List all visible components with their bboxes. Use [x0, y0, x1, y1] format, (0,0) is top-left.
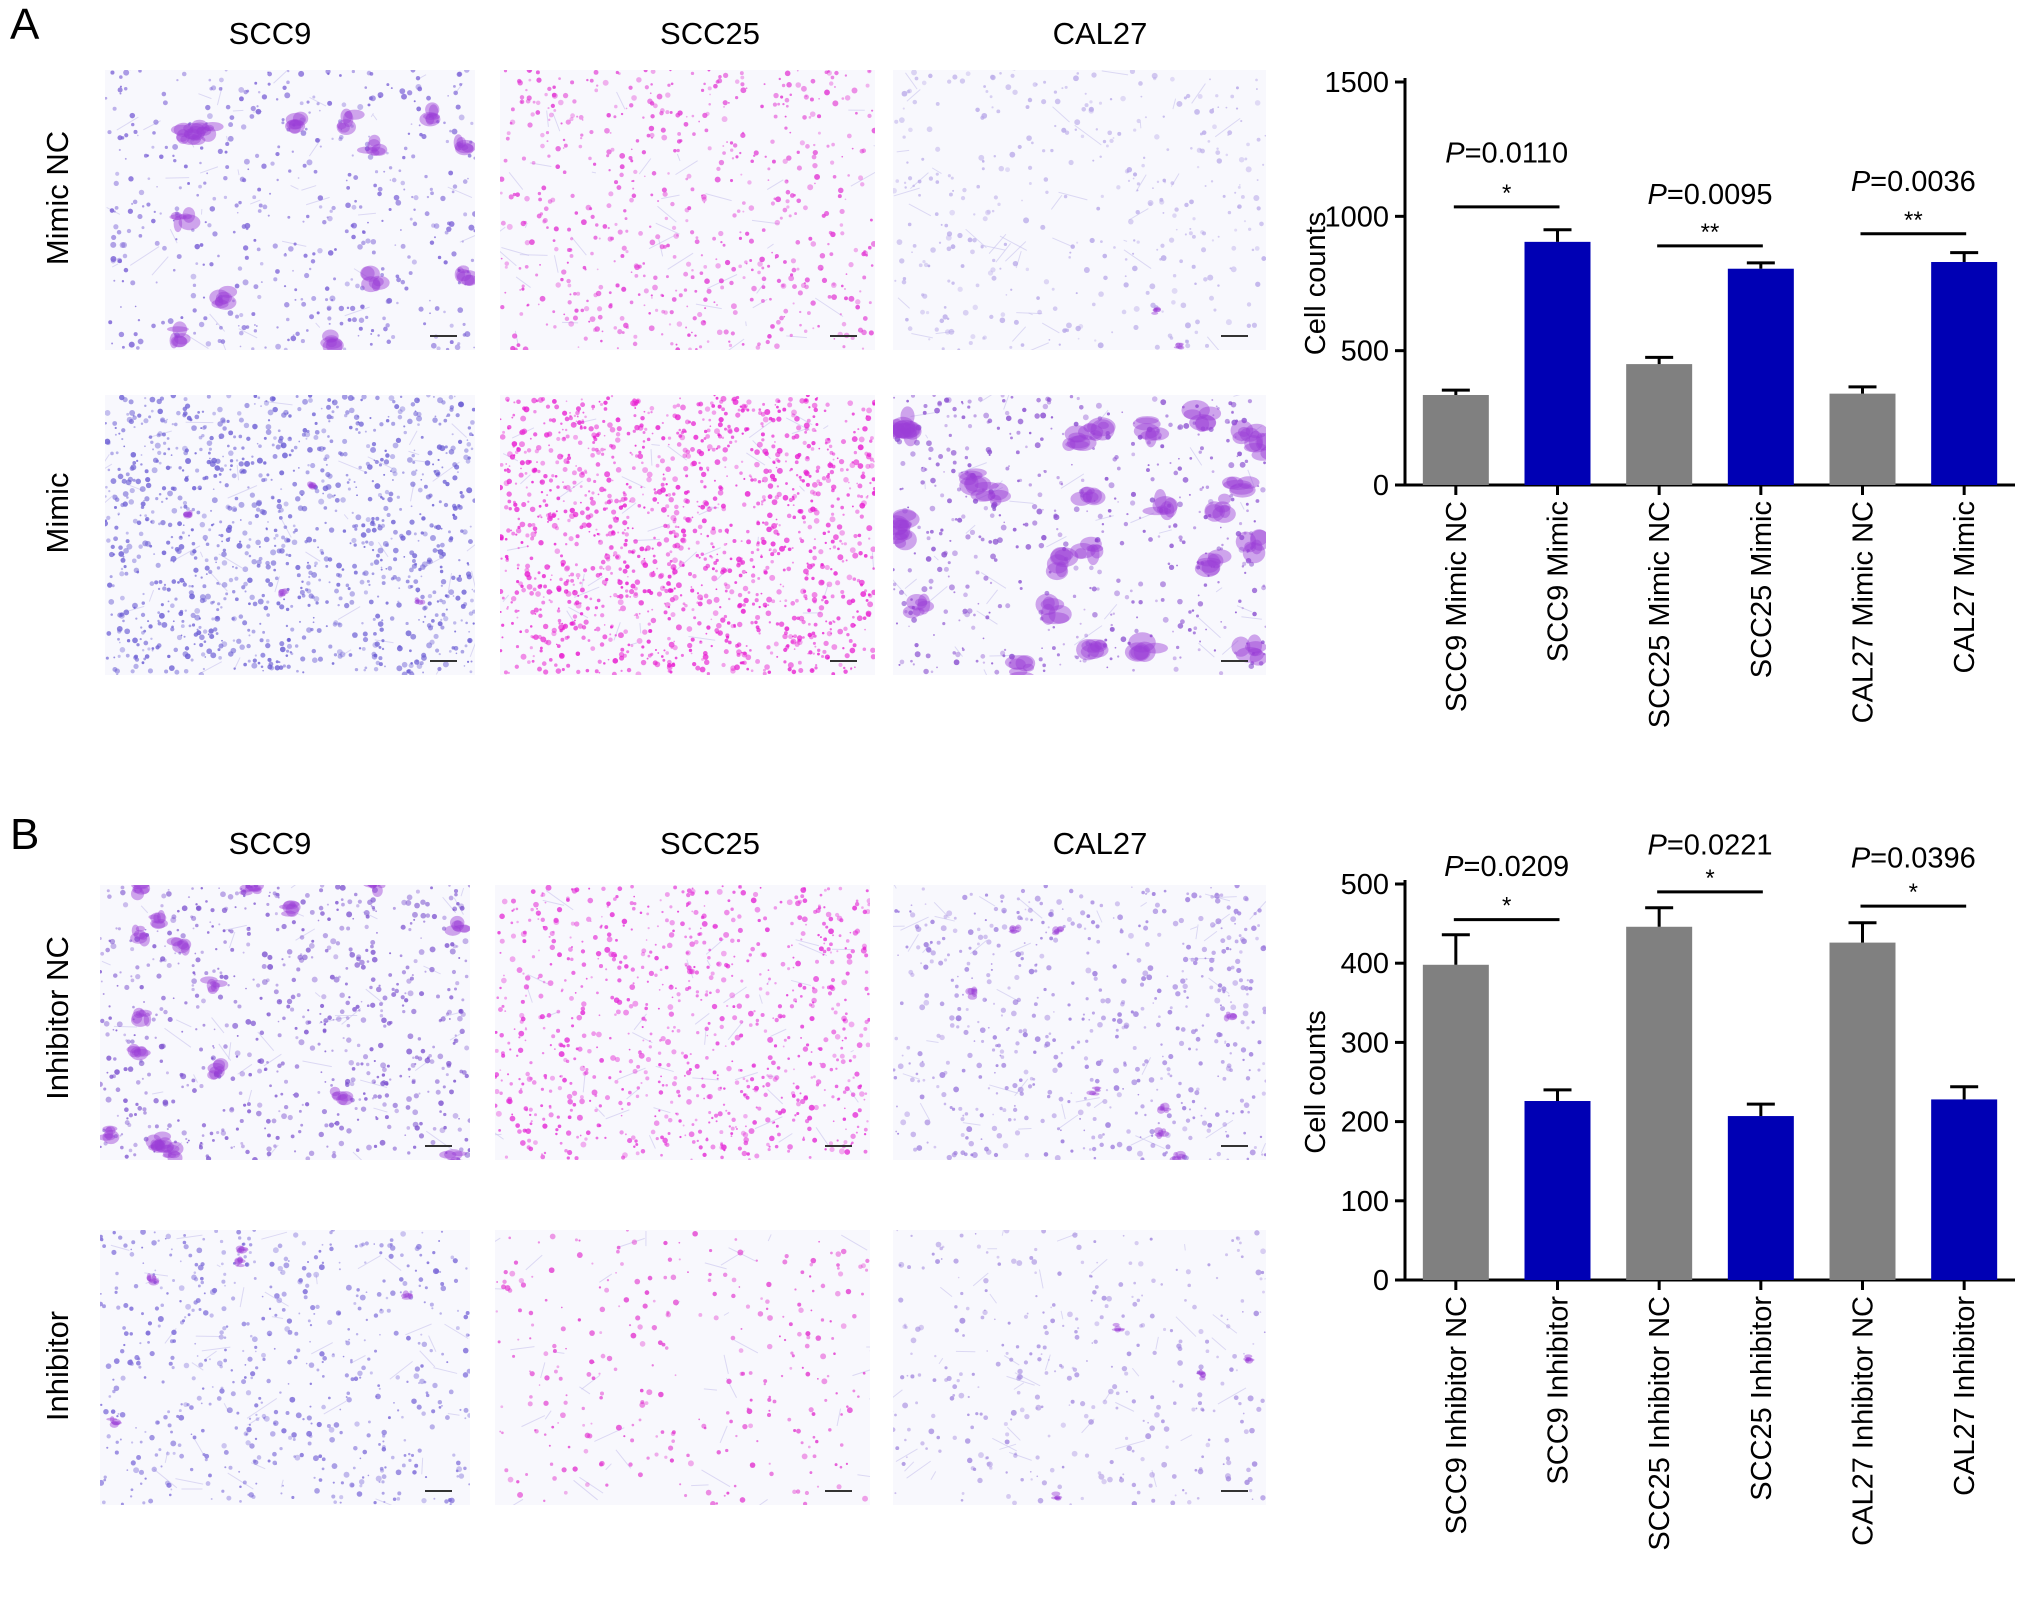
x-tick-label: SCC25 Mimic NC [1644, 501, 1676, 728]
micrograph-scc25-inhibitor-nc [495, 885, 870, 1160]
y-tick-label: 200 [1341, 1107, 1389, 1139]
micrograph-scc9-inhibitor [100, 1230, 470, 1505]
micrograph-cal27-mimic [893, 395, 1266, 675]
x-tick-label: SCC9 Inhibitor [1543, 1296, 1575, 1485]
significance-stars: ** [1701, 219, 1720, 246]
y-axis-label: Cell counts [1300, 1010, 1332, 1153]
micrograph-cal27-inhibitor-nc [893, 885, 1266, 1160]
micrograph-scc9-mimic [105, 395, 475, 675]
y-tick-label: 400 [1341, 948, 1389, 980]
bar [1524, 1101, 1591, 1280]
bar [1829, 393, 1896, 485]
y-tick-label: 300 [1341, 1027, 1389, 1059]
bar-chart-mimic: 0 500 1000 1500 Cell counts SCC9 Mimic NC SCC9… [1300, 67, 2015, 728]
panel-letter-b: B [10, 810, 40, 859]
panel-letter-a: A [10, 0, 40, 49]
column-label-scc25-a: SCC25 [660, 16, 760, 51]
column-label-scc9-a: SCC9 [228, 16, 312, 51]
row-label-mimic-nc: Mimic NC [40, 130, 75, 266]
y-tick-label: 0 [1373, 470, 1389, 502]
p-value-label: P=0.0396 [1851, 842, 1976, 874]
x-tick-label: SCC25 Mimic [1746, 501, 1778, 678]
micrograph-scc9-mimic-nc [105, 70, 475, 350]
column-label-scc9-b: SCC9 [228, 826, 312, 861]
x-tick-label: SCC9 Inhibitor NC [1441, 1296, 1473, 1535]
bar [1422, 394, 1489, 485]
bar [1422, 964, 1489, 1280]
p-value-label: P=0.0036 [1851, 166, 1976, 198]
column-label-scc25-b: SCC25 [660, 826, 760, 861]
p-value-label: P=0.0221 [1648, 830, 1773, 862]
significance-stars: * [1502, 180, 1511, 207]
micrograph-scc25-mimic [500, 395, 875, 675]
y-axis-label: Cell counts [1300, 212, 1332, 355]
micrograph-cal27-mimic-nc [893, 70, 1266, 350]
significance-stars: * [1909, 879, 1918, 906]
y-tick-label: 100 [1341, 1186, 1389, 1218]
bar [1727, 268, 1794, 485]
y-tick-label: 0 [1373, 1265, 1389, 1297]
y-tick-label: 500 [1341, 869, 1389, 901]
x-tick-label: SCC9 Mimic [1543, 501, 1575, 662]
y-tick-label: 500 [1341, 336, 1389, 368]
row-label-inhibitor-nc: Inhibitor NC [40, 936, 75, 1100]
x-tick-label: CAL27 Mimic [1949, 501, 1981, 673]
micrograph-scc9-inhibitor-nc [100, 885, 470, 1160]
y-tick-label: 1000 [1324, 201, 1389, 233]
bar [1626, 926, 1693, 1280]
x-tick-label: SCC25 Inhibitor NC [1644, 1296, 1676, 1551]
bar [1626, 364, 1693, 485]
x-tick-label: SCC9 Mimic NC [1441, 501, 1473, 712]
micrograph-scc25-mimic-nc [500, 70, 875, 350]
x-tick-label: CAL27 Mimic NC [1848, 501, 1880, 723]
micrograph-cal27-inhibitor [893, 1230, 1266, 1505]
row-label-inhibitor: Inhibitor [40, 1310, 75, 1422]
bar [1931, 262, 1998, 485]
p-value-label: P=0.0110 [1445, 138, 1568, 170]
significance-stars: * [1502, 893, 1511, 920]
y-tick-label: 1500 [1324, 67, 1389, 99]
significance-stars: ** [1904, 207, 1923, 234]
x-tick-label: CAL27 Inhibitor [1949, 1296, 1981, 1496]
bar-chart-inhibitor: 0 100 200 300 400 500 Cell counts SCC9 Inhibito… [1300, 830, 2015, 1551]
micrograph-scc25-inhibitor [495, 1230, 870, 1505]
significance-stars: * [1705, 865, 1714, 892]
bar [1524, 241, 1591, 485]
column-label-cal27-b: CAL27 [1052, 826, 1148, 861]
bar [1727, 1116, 1794, 1280]
x-tick-label: CAL27 Inhibitor NC [1848, 1296, 1880, 1546]
p-value-label: P=0.0209 [1444, 851, 1569, 883]
bar [1829, 942, 1896, 1280]
column-label-cal27-a: CAL27 [1052, 16, 1148, 51]
row-label-mimic: Mimic [40, 472, 75, 554]
p-value-label: P=0.0095 [1648, 179, 1773, 211]
x-tick-label: SCC25 Inhibitor [1746, 1296, 1778, 1501]
bar [1931, 1099, 1998, 1280]
